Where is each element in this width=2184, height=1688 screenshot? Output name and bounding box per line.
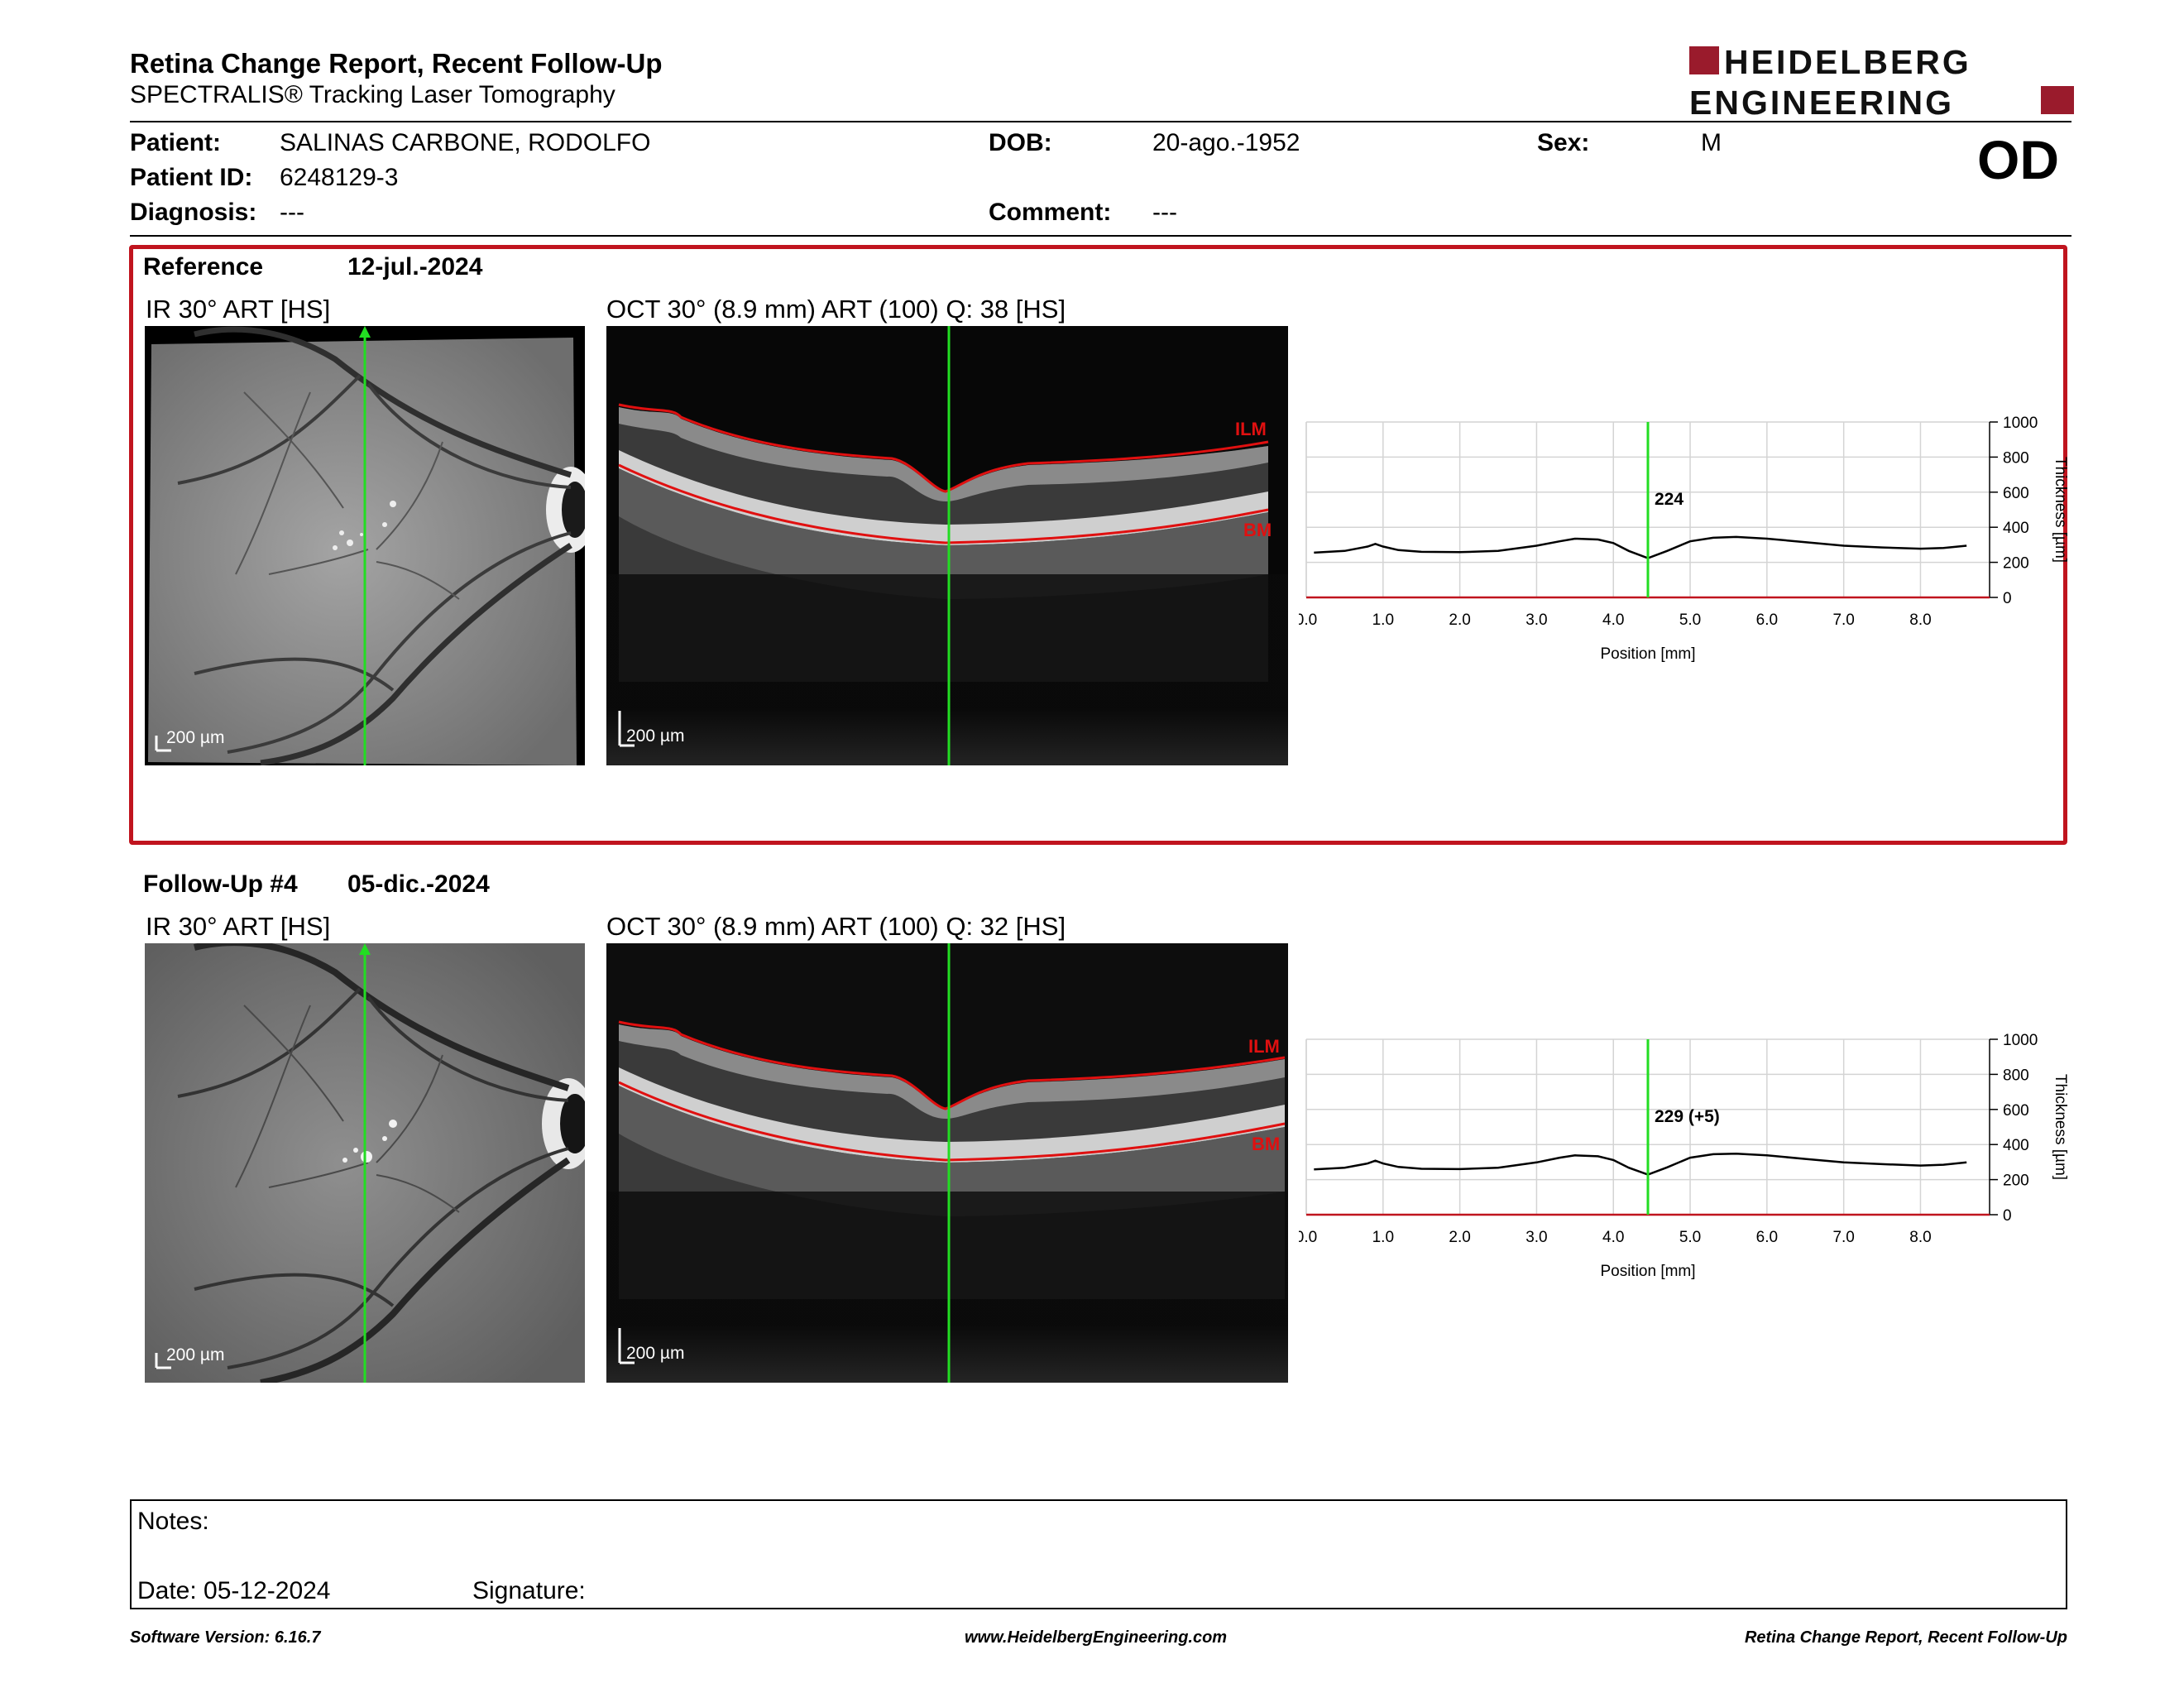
x-tick-label: 0.0 <box>1299 1229 1317 1246</box>
cursor-thickness-label: 224 <box>1655 490 1684 509</box>
followup-date: 05-dic.-2024 <box>347 870 490 898</box>
reference-ir-scale-bar: 200 µm <box>166 728 225 747</box>
followup-bm-label: BM <box>1252 1134 1281 1154</box>
x-axis-title: Position [mm] <box>1600 645 1695 663</box>
reference-thickness-chart: 0.0 1.0 2.0 3.0 4.0 5.0 6.0 7.0 8.0 0 200 400 600 800… <box>1296 414 2076 679</box>
signature-label: Signature: <box>472 1577 586 1604</box>
followup-oct-image[interactable]: ILM BM 200 µm <box>606 943 1288 1383</box>
y-axis-title: Thickness [µm] <box>2052 1074 2069 1180</box>
reference-oct-label: OCT 30° (8.9 mm) ART (100) Q: 38 [HS] <box>606 295 1066 324</box>
reference-thickness-svg: 0.0 1.0 2.0 3.0 4.0 5.0 6.0 7.0 8.0 0 200 400 600 800… <box>1296 415 2069 663</box>
followup-label: Follow-Up #4 <box>143 870 298 898</box>
reference-oct-scale-bar: 200 µm <box>626 727 685 746</box>
x-tick-label: 2.0 <box>1449 611 1470 629</box>
x-tick-label: 1.0 <box>1372 611 1394 629</box>
x-tick-label: 3.0 <box>1525 611 1547 629</box>
patient-id: 6248129-3 <box>280 164 399 191</box>
followup-ilm-label: ILM <box>1248 1036 1280 1057</box>
followup-oct-label: OCT 30° (8.9 mm) ART (100) Q: 32 [HS] <box>606 912 1066 941</box>
reference-ir-label: IR 30° ART [HS] <box>146 295 331 324</box>
thickness-series-line <box>1314 1152 1967 1176</box>
y-tick-label: 1000 <box>2003 1032 2038 1049</box>
header-divider <box>130 121 2071 122</box>
reference-date: 12-jul.-2024 <box>347 253 483 281</box>
svg-text:HEIDELBERG: HEIDELBERG <box>1724 46 1971 81</box>
footer-website[interactable]: www.HeidelbergEngineering.com <box>965 1628 1228 1647</box>
reference-label: Reference <box>143 253 264 281</box>
x-tick-label: 0.0 <box>1299 611 1317 629</box>
report-subtitle: SPECTRALIS® Tracking Laser Tomography <box>130 81 615 108</box>
footer-report-name: Retina Change Report, Recent Follow-Up <box>1744 1628 2067 1647</box>
reference-ir-image[interactable]: 200 µm <box>145 326 585 765</box>
y-tick-label: 400 <box>2003 1137 2029 1154</box>
followup-oct-scale-bar: 200 µm <box>626 1344 685 1363</box>
y-tick-label: 0 <box>2003 1207 2012 1225</box>
followup-ir-image[interactable]: 200 µm <box>145 943 585 1383</box>
y-tick-label: 400 <box>2003 520 2029 537</box>
y-tick-label: 200 <box>2003 1172 2029 1190</box>
cursor-thickness-label: 229 (+5) <box>1655 1107 1720 1126</box>
x-tick-label: 7.0 <box>1832 611 1854 629</box>
diagnosis: --- <box>280 199 304 226</box>
y-tick-label: 600 <box>2003 1102 2029 1120</box>
notes-date: Date: 05-12-2024 <box>137 1577 331 1604</box>
y-tick-label: 1000 <box>2003 415 2038 432</box>
sex-label: Sex: <box>1537 129 1590 156</box>
info-divider <box>130 235 2071 237</box>
patient-id-label: Patient ID: <box>130 164 253 191</box>
followup-thickness-svg: 0.0 1.0 2.0 3.0 4.0 5.0 6.0 7.0 8.0 0 200 400 600 800… <box>1296 1032 2069 1280</box>
x-tick-label: 5.0 <box>1679 611 1701 629</box>
followup-ir-label: IR 30° ART [HS] <box>146 912 331 941</box>
notes-box[interactable]: Notes: Date: 05-12-2024 Signature: <box>130 1499 2067 1609</box>
diagnosis-label: Diagnosis: <box>130 199 257 226</box>
footer-software-version: Software Version: 6.16.7 <box>130 1628 321 1647</box>
x-axis-title: Position [mm] <box>1600 1263 1695 1280</box>
comment-label: Comment: <box>989 199 1112 226</box>
reference-bm-label: BM <box>1243 520 1272 540</box>
y-tick-label: 200 <box>2003 555 2029 573</box>
patient-name-label: Patient: <box>130 129 222 156</box>
x-tick-label: 7.0 <box>1832 1229 1854 1246</box>
x-tick-label: 6.0 <box>1756 1229 1778 1246</box>
dob-label: DOB: <box>989 129 1052 156</box>
svg-text:ENGINEERING: ENGINEERING <box>1689 84 1954 117</box>
y-axis-title: Thickness [µm] <box>2052 457 2069 563</box>
comment: --- <box>1152 199 1177 226</box>
dob: 20-ago.-1952 <box>1152 129 1300 156</box>
reference-oct-image[interactable]: ILM BM 200 µm <box>606 326 1288 765</box>
notes-label: Notes: <box>137 1508 209 1535</box>
x-tick-label: 4.0 <box>1602 1229 1624 1246</box>
y-tick-label: 600 <box>2003 485 2029 502</box>
y-tick-label: 0 <box>2003 590 2012 607</box>
x-tick-label: 1.0 <box>1372 1229 1394 1246</box>
sex: M <box>1701 129 1722 156</box>
report-title: Retina Change Report, Recent Follow-Up <box>130 48 663 79</box>
x-tick-label: 8.0 <box>1909 611 1931 629</box>
reference-frame <box>129 245 2067 845</box>
x-tick-label: 6.0 <box>1756 611 1778 629</box>
patient-name: SALINAS CARBONE, RODOLFO <box>280 129 651 156</box>
y-tick-label: 800 <box>2003 1067 2029 1084</box>
x-tick-label: 4.0 <box>1602 611 1624 629</box>
y-tick-label: 800 <box>2003 449 2029 467</box>
followup-thickness-chart: 0.0 1.0 2.0 3.0 4.0 5.0 6.0 7.0 8.0 0 200 400 600 800… <box>1296 1031 2076 1296</box>
x-tick-label: 8.0 <box>1909 1229 1931 1246</box>
x-tick-label: 2.0 <box>1449 1229 1470 1246</box>
heidelberg-logo: HEIDELBERG ENGINEERING <box>1689 43 2074 122</box>
x-tick-label: 5.0 <box>1679 1229 1701 1246</box>
eye-indicator: OD <box>1977 129 2059 190</box>
thickness-series-line <box>1314 535 1967 559</box>
reference-ilm-label: ILM <box>1235 419 1267 439</box>
x-tick-label: 3.0 <box>1525 1229 1547 1246</box>
followup-ir-scale-bar: 200 µm <box>166 1345 225 1364</box>
